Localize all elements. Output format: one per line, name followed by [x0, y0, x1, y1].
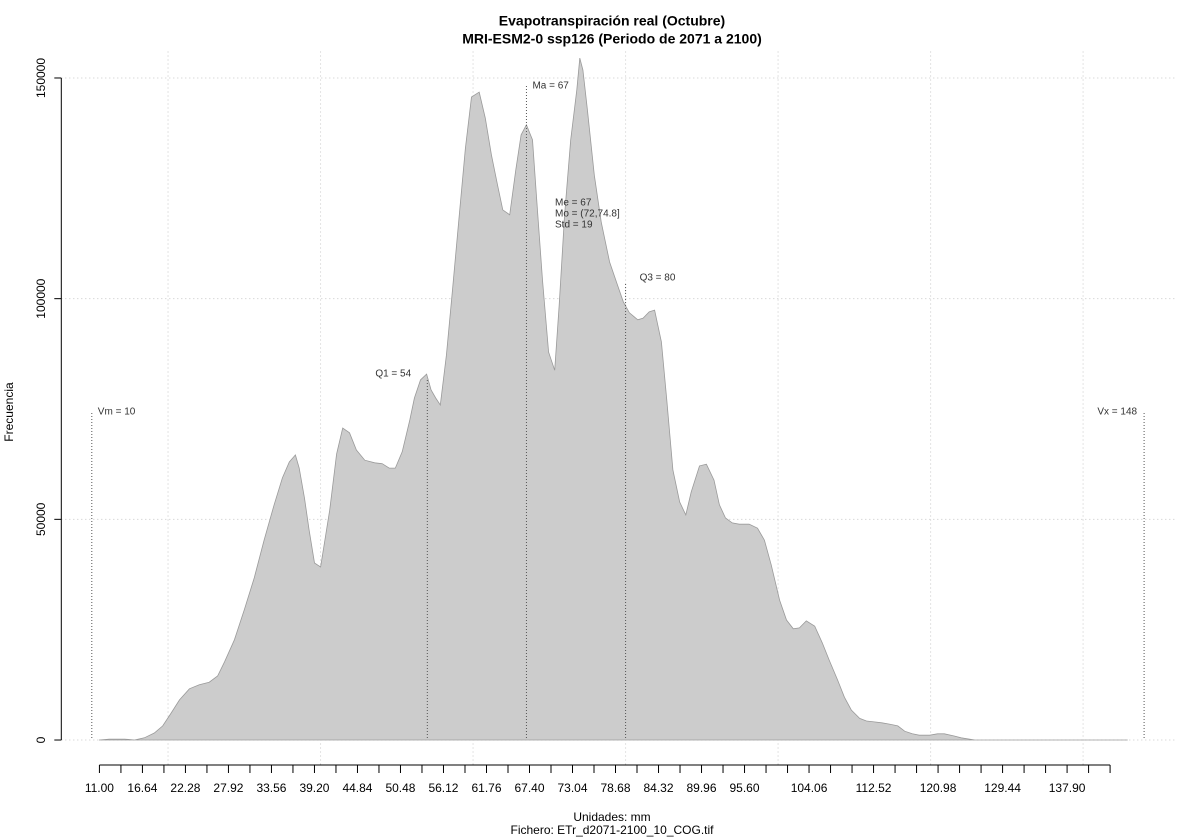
chart-title: Evapotranspiración real (Octubre) [499, 13, 725, 29]
x-tick-label: 61.76 [471, 781, 501, 795]
x-tick-label: 89.96 [687, 781, 717, 795]
x-tick-label: 120.98 [920, 781, 957, 795]
y-tick-label: 50000 [34, 502, 48, 536]
y-tick-label: 150000 [34, 58, 48, 98]
y-axis-label: Frecuencia [2, 382, 16, 442]
x-tick-label: 27.92 [213, 781, 243, 795]
x-tick-label: 67.40 [514, 781, 544, 795]
marker-label: Q3 = 80 [640, 273, 676, 284]
x-tick-label: 50.48 [385, 781, 415, 795]
stat-label: Std = 19 [555, 220, 593, 231]
x-tick-label: 33.56 [256, 781, 286, 795]
x-tick-label: 44.84 [342, 781, 372, 795]
x-tick-label: 11.00 [85, 781, 114, 795]
x-tick-label: 56.12 [428, 781, 458, 795]
x-tick-label: 16.64 [127, 781, 157, 795]
marker-label: Q1 = 54 [375, 369, 411, 380]
x-axis-label: Unidades: mm [573, 810, 650, 824]
stat-label: Mo = (72,74.8] [555, 209, 620, 220]
stat-label: Me = 67 [555, 198, 592, 209]
y-tick-label: 100000 [34, 278, 48, 318]
y-tick-label: 0 [34, 736, 48, 743]
x-tick-label: 39.20 [299, 781, 329, 795]
area [99, 57, 1128, 741]
x-tick-label: 137.90 [1049, 781, 1086, 795]
marker-label: Ma = 67 [532, 81, 569, 92]
x-tick-label: 104.06 [791, 781, 828, 795]
marker-label: Vx = 148 [1097, 407, 1137, 418]
x-tick-label: 73.04 [557, 781, 587, 795]
x-tick-label: 22.28 [170, 781, 200, 795]
x-tick-label: 129.44 [984, 781, 1021, 795]
x-tick-label: 78.68 [600, 781, 630, 795]
marker-label: Vm = 10 [98, 407, 136, 418]
x-tick-label: 84.32 [644, 781, 674, 795]
x-tick-label: 112.52 [856, 781, 892, 795]
x-tick-label: 95.60 [730, 781, 760, 795]
chart-subtitle: MRI-ESM2-0 ssp126 (Periodo de 2071 a 210… [462, 31, 762, 47]
caption: Fichero: ETr_d2071-2100_10_COG.tif [511, 823, 715, 837]
